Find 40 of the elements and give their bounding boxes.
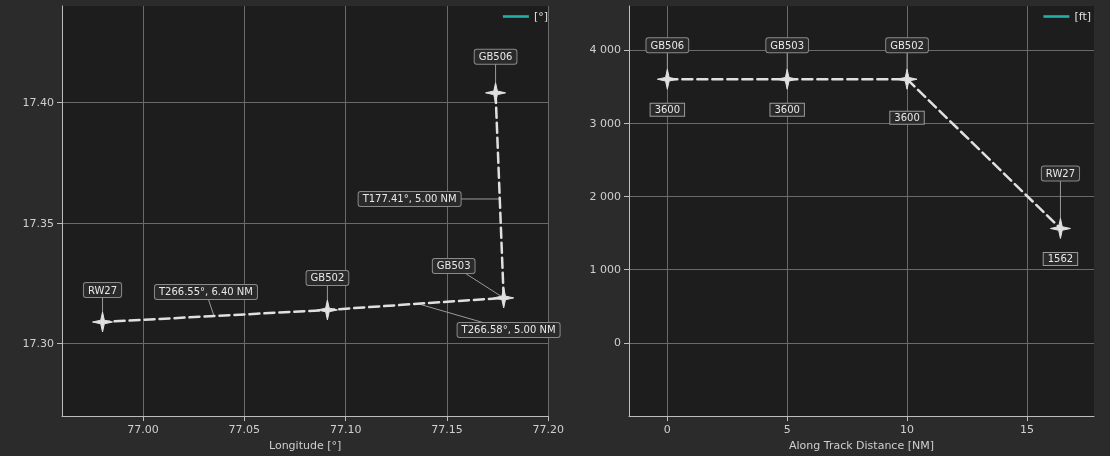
y-tick-label: 4 000 <box>589 43 621 57</box>
annotation: RW27 <box>87 284 118 296</box>
annotation: GB502 <box>890 39 924 51</box>
x-tick-label: 5 <box>783 423 791 437</box>
legend-label: [°] <box>533 10 549 23</box>
y-tick-label: 1 000 <box>589 263 621 277</box>
x-tick-label: 77.10 <box>329 423 362 437</box>
x-tick-label: 77.15 <box>431 423 463 437</box>
annotation: T266.58°, 5.00 NM <box>460 324 556 336</box>
data-label: 1562 <box>1047 253 1074 265</box>
annotation: GB503 <box>436 260 471 272</box>
x-axis-title: Along Track Distance [NM] <box>789 439 934 452</box>
data-label: 3600 <box>774 104 800 116</box>
point <box>493 287 515 309</box>
annotation: GB506 <box>478 51 513 63</box>
y-tick-label: 17.40 <box>22 95 54 109</box>
point <box>92 311 114 333</box>
annotation: T266.55°, 6.40 NM <box>157 286 253 298</box>
x-tick-label: 15 <box>1019 423 1034 437</box>
y-tick-label: 2 000 <box>589 189 621 203</box>
y-tick-label: 17.35 <box>22 216 54 230</box>
annotation: RW27 <box>1045 167 1076 179</box>
annotation: GB503 <box>770 39 805 51</box>
x-tick-label: 77.05 <box>228 423 261 437</box>
data-label: 3600 <box>894 112 920 124</box>
legend-label: [ft] <box>1074 10 1091 23</box>
x-tick-label: 10 <box>900 423 915 437</box>
point <box>485 82 507 104</box>
x-tick-label: 0 <box>663 423 671 437</box>
point <box>316 299 338 321</box>
y-tick-label: 17.30 <box>22 337 54 351</box>
x-tick-label: 77.00 <box>127 423 159 437</box>
data-label: 3600 <box>654 104 681 116</box>
annotation: GB506 <box>650 39 685 51</box>
x-axis-title: Longitude [°] <box>268 439 342 452</box>
annotation: GB502 <box>310 272 345 284</box>
annotation: T177.41°, 5.00 NM <box>361 193 457 205</box>
y-tick-label: 0 <box>614 336 621 350</box>
x-tick-label: 77.20 <box>532 423 564 437</box>
y-tick-label: 3 000 <box>589 116 621 130</box>
